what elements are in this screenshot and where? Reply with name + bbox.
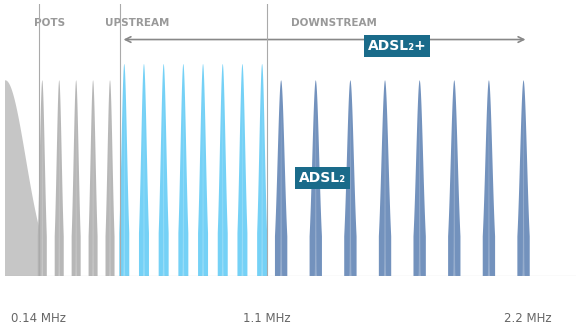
- Polygon shape: [41, 110, 44, 276]
- Polygon shape: [221, 96, 224, 276]
- Polygon shape: [310, 80, 322, 276]
- Polygon shape: [414, 80, 426, 276]
- Polygon shape: [106, 80, 114, 276]
- Polygon shape: [108, 110, 111, 276]
- Polygon shape: [260, 96, 264, 276]
- Polygon shape: [162, 96, 165, 276]
- Text: POTS: POTS: [34, 18, 65, 28]
- Polygon shape: [521, 110, 525, 276]
- Polygon shape: [218, 64, 228, 276]
- Polygon shape: [198, 64, 208, 276]
- Polygon shape: [159, 64, 169, 276]
- Text: 2.2 MHz: 2.2 MHz: [505, 312, 552, 325]
- Polygon shape: [143, 96, 146, 276]
- Polygon shape: [89, 80, 97, 276]
- Polygon shape: [487, 110, 491, 276]
- Polygon shape: [179, 64, 188, 276]
- Polygon shape: [314, 110, 318, 276]
- Polygon shape: [92, 110, 95, 276]
- Text: DOWNSTREAM: DOWNSTREAM: [291, 18, 376, 28]
- Polygon shape: [72, 80, 81, 276]
- Polygon shape: [418, 110, 422, 276]
- Polygon shape: [383, 110, 387, 276]
- Polygon shape: [379, 80, 391, 276]
- Polygon shape: [55, 80, 64, 276]
- Polygon shape: [58, 110, 60, 276]
- Polygon shape: [275, 80, 287, 276]
- Polygon shape: [241, 96, 244, 276]
- Polygon shape: [517, 80, 530, 276]
- Polygon shape: [123, 96, 126, 276]
- Polygon shape: [257, 64, 267, 276]
- Polygon shape: [201, 96, 205, 276]
- Polygon shape: [280, 110, 283, 276]
- Polygon shape: [139, 64, 149, 276]
- Polygon shape: [38, 80, 47, 276]
- Text: UPSTREAM: UPSTREAM: [105, 18, 169, 28]
- Polygon shape: [349, 110, 352, 276]
- Polygon shape: [483, 80, 495, 276]
- Polygon shape: [75, 110, 78, 276]
- Polygon shape: [0, 80, 39, 276]
- Text: 1.1 MHz: 1.1 MHz: [243, 312, 291, 325]
- Text: 0.14 MHz: 0.14 MHz: [11, 312, 66, 325]
- Polygon shape: [344, 80, 357, 276]
- Polygon shape: [237, 64, 248, 276]
- Polygon shape: [119, 64, 129, 276]
- Text: ADSL₂+: ADSL₂+: [368, 39, 426, 53]
- Text: ADSL₂: ADSL₂: [299, 171, 346, 185]
- Polygon shape: [182, 96, 185, 276]
- Polygon shape: [452, 110, 456, 276]
- Polygon shape: [448, 80, 461, 276]
